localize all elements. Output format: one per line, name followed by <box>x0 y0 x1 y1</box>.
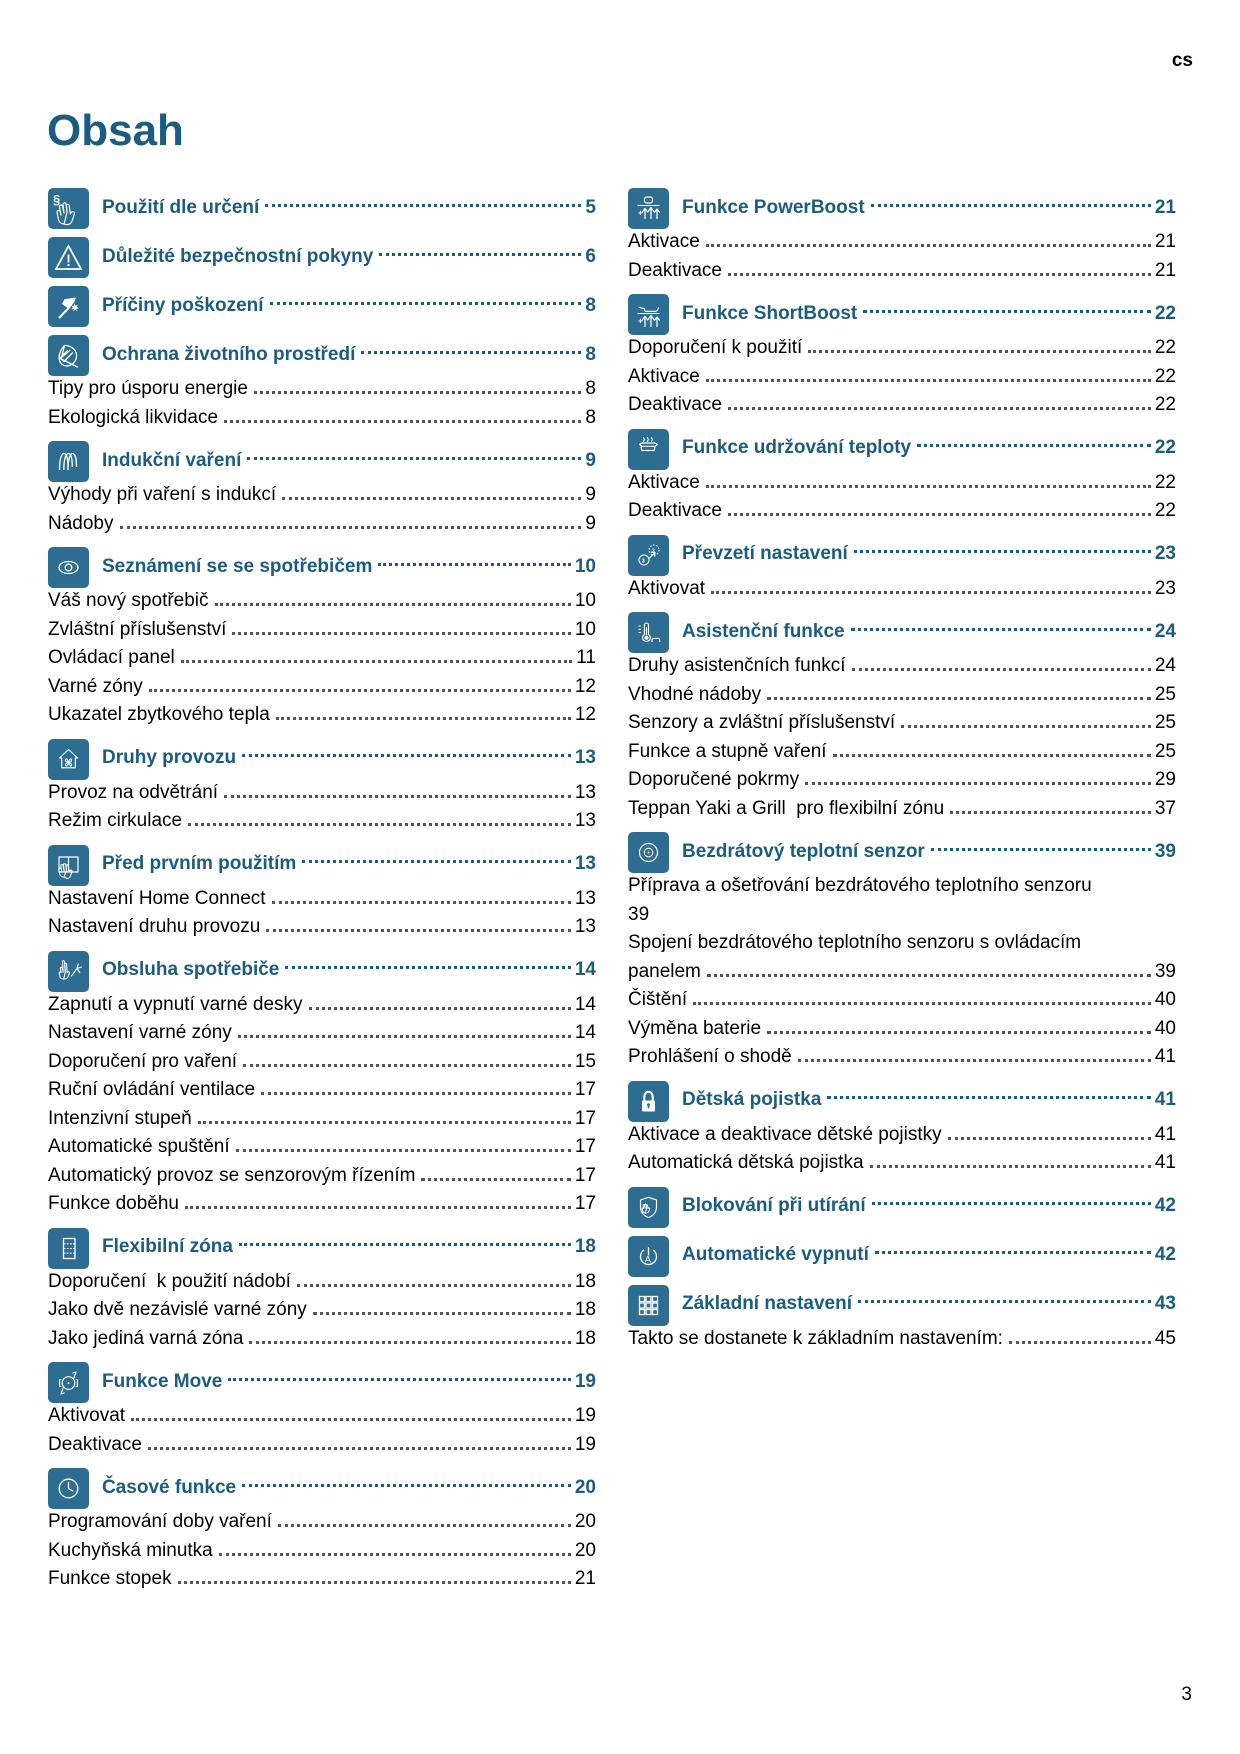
svg-text:+: + <box>638 317 643 326</box>
svg-text:§: § <box>53 192 60 207</box>
svg-text:+: + <box>638 209 643 218</box>
svg-text:3: 3 <box>642 558 645 564</box>
svg-text:A: A <box>645 1254 652 1264</box>
